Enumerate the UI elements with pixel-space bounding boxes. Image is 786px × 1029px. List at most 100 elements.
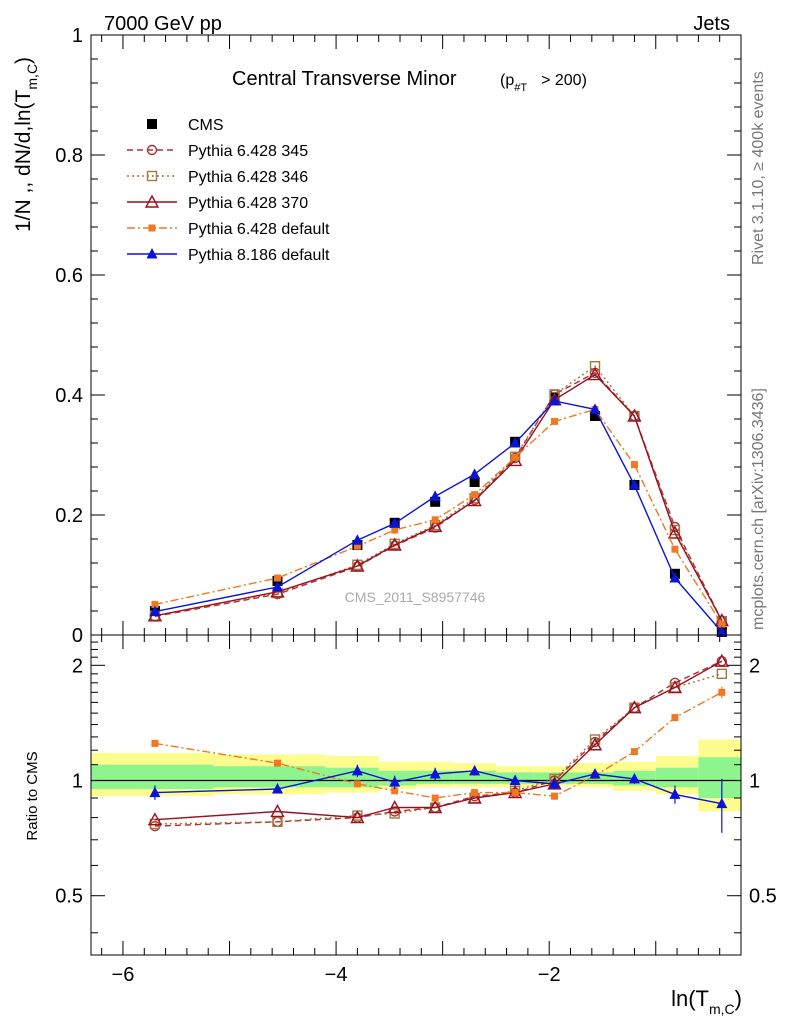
main-data-point: [391, 526, 399, 534]
main-data-point: [431, 516, 439, 524]
main-data-point: [271, 581, 283, 592]
ratio-band-green: [655, 767, 699, 788]
ylabel-sub: m,C: [24, 64, 40, 90]
legend-marker: [148, 224, 156, 232]
main-data-point: [667, 525, 683, 539]
ratio-data-point: [272, 816, 283, 828]
ratio-data-point: [671, 714, 679, 722]
ratio-y-tick-label-right: 2: [749, 655, 760, 677]
ratio-data-point: [270, 804, 285, 818]
main-data-point: [509, 437, 521, 448]
main-data-point: [627, 408, 642, 422]
x-tick-label: −2: [538, 964, 561, 986]
main-y-tick-label: 0.8: [55, 145, 83, 167]
x-axis-label: ln(Tm,C): [671, 986, 742, 1017]
ratio-data-point: [149, 786, 161, 798]
ratio-data-point: [628, 772, 640, 784]
main-data-point: [628, 479, 640, 490]
main-panel: 0 0.2 0.4 0.6 0.8 1 CMS_2011_S8957746 Central…: [12, 25, 742, 647]
ratio-data-point: [669, 788, 681, 799]
ratio-data-point: [151, 739, 159, 747]
main-data-point: [429, 490, 441, 501]
main-data-point: [551, 417, 559, 425]
main-series-line: [154, 408, 723, 625]
ratio-data-point: [428, 800, 443, 814]
ylabel-main: 1/N ,, dN/d,ln(T: [12, 89, 35, 232]
main-title-cut: (p#T > 200): [500, 72, 587, 94]
main-data-point: [630, 461, 638, 469]
ratio-series-line: [154, 691, 723, 799]
legend: CMS Pythia 6.428 345 Pythia 6.428 346 Pythi…: [127, 117, 330, 264]
legend-label: Pythia 6.428 346: [188, 169, 308, 186]
main-data-point: [351, 534, 363, 545]
ratio-data-point: [271, 783, 283, 794]
ratio-band-green: [378, 770, 416, 786]
ratio-plot-area: 0.5 1 2 0.5 1 2 −6 −4 −2: [55, 634, 777, 986]
process-label: Jets: [693, 13, 730, 35]
main-y-axis-label: 1/N ,, dN/d,ln(Tm,C): [12, 57, 40, 232]
main-data-point: [590, 411, 601, 421]
ratio-y-tick-label: 1: [72, 771, 83, 793]
main-data-point: [350, 558, 365, 572]
main-data-point: [469, 468, 481, 479]
legend-label: Pythia 6.428 345: [188, 143, 308, 160]
main-data-point: [428, 518, 443, 533]
legend-marker: [146, 144, 158, 156]
ratio-band-green: [698, 757, 741, 799]
ratio-data-point: [387, 800, 402, 814]
main-plot-area: 0 0.2 0.4 0.6 0.8 1: [55, 25, 742, 647]
ratio-data-point: [389, 808, 400, 819]
main-data-point: [549, 395, 561, 406]
x-tick-label: −6: [112, 964, 135, 986]
rivet-label: Rivet 3.1.10, ≥ 400k events: [750, 71, 767, 265]
main-data-point: [467, 493, 482, 507]
ratio-data-point: [351, 764, 363, 776]
main-data-point: [716, 626, 728, 637]
main-data-point: [469, 477, 480, 487]
main-series-5: [149, 395, 728, 637]
ratio-data-point: [389, 776, 401, 787]
main-data-point: [669, 572, 681, 583]
ratio-data-point: [469, 764, 481, 776]
ratio-series-line: [154, 660, 723, 821]
legend-label: Pythia 6.428 default: [188, 221, 330, 238]
main-data-point: [149, 605, 161, 617]
energy-label: 7000 GeV pp: [104, 13, 222, 35]
legend-marker: [146, 248, 158, 259]
main-data-point: [430, 496, 441, 507]
ratio-series-4: [149, 764, 728, 833]
ratio-series-line: [154, 660, 723, 827]
ratio-y-tick-label: 0.5: [55, 886, 83, 908]
ratio-data-point: [551, 792, 559, 800]
main-data-point: [587, 367, 603, 381]
legend-label: CMS: [188, 117, 224, 134]
ratio-panel: 0.5 1 2 0.5 1 2 −6 −4 −2 Ratio to CMS ln(Tm,C): [24, 634, 777, 1017]
ratio-band-green: [213, 766, 326, 788]
ratio-series-line: [154, 770, 722, 805]
xlabel-sub: m,C: [709, 1001, 735, 1017]
ratio-data-point: [630, 748, 638, 756]
ratio-data-point: [627, 700, 642, 714]
main-data-point: [389, 517, 401, 528]
title-cut-sub: #T: [514, 82, 527, 94]
ratio-data-point: [667, 680, 683, 694]
legend-marker: [147, 119, 157, 129]
ratio-data-point: [509, 774, 521, 786]
ratio-data-point: [587, 737, 603, 751]
ratio-frame: [90, 634, 742, 956]
main-y-tick-label: 0.4: [55, 385, 83, 407]
title-cut-open: (p: [500, 72, 514, 89]
main-data-point: [353, 542, 361, 550]
ratio-data-point: [431, 794, 439, 802]
legend-marker: [144, 194, 160, 208]
main-y-tick-label: 0.2: [55, 505, 83, 527]
legend-label: Pythia 8.186 default: [188, 247, 330, 264]
main-series-line: [154, 373, 723, 621]
ratio-data-point: [273, 759, 281, 767]
ratio-data-point: [718, 688, 726, 696]
main-data-point: [671, 545, 679, 553]
legend-marker: [146, 170, 158, 182]
main-y-tick-label: 1: [72, 25, 83, 47]
ratio-data-point: [467, 790, 482, 804]
